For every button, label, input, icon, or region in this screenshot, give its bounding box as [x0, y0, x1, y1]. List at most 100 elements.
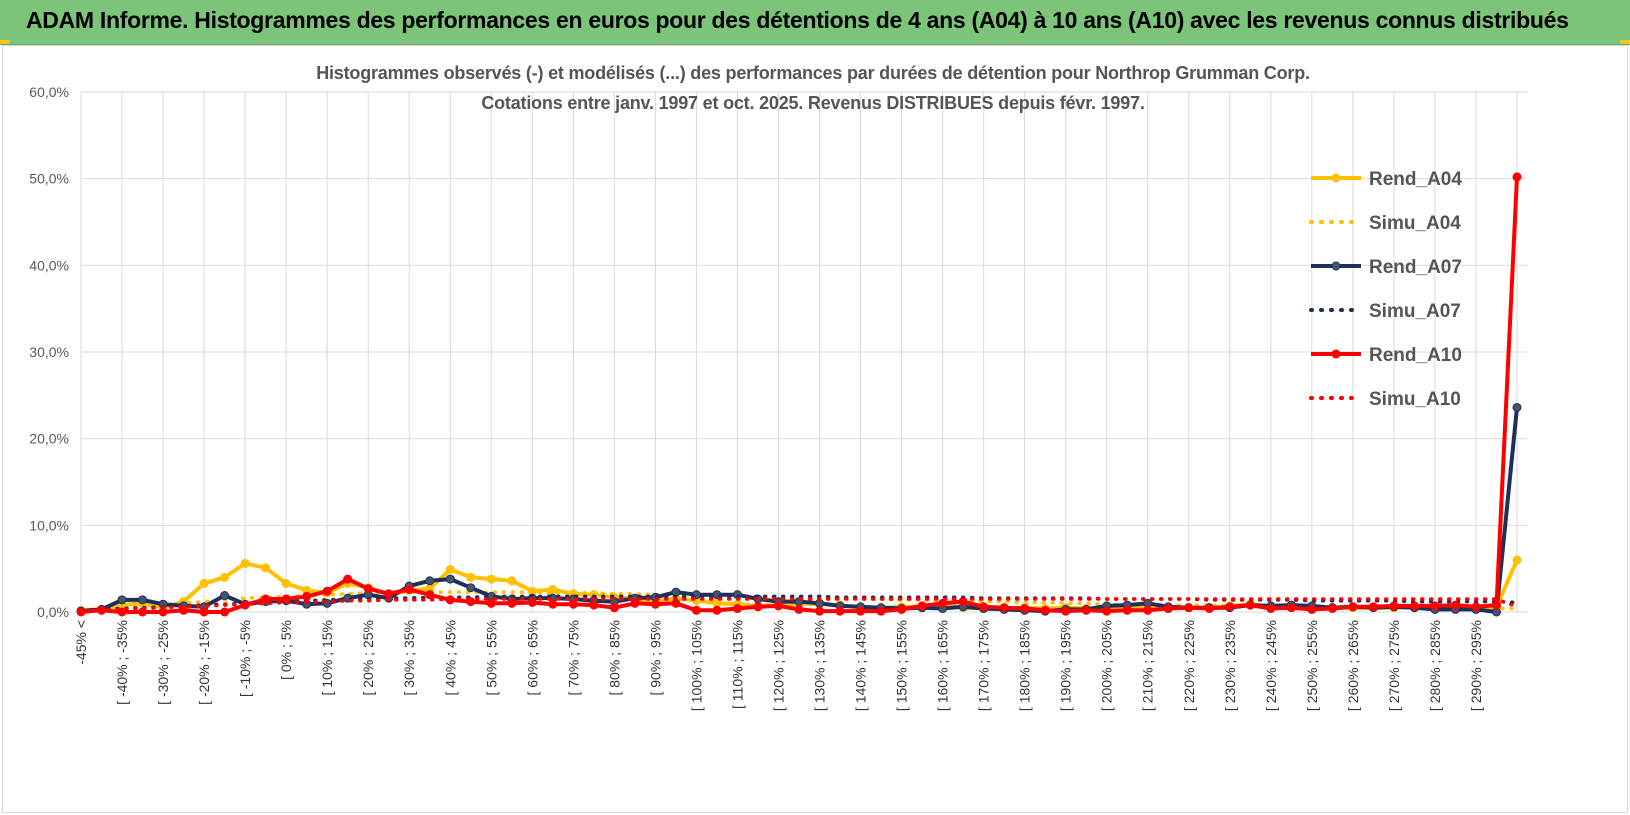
legend-label-simu-a07: Simu_A07: [1369, 301, 1461, 322]
data-point-rend-a10: [1389, 601, 1399, 611]
x-tick-label: [ 70% ; 75%: [565, 620, 581, 696]
x-tick-label: [ 200% ; 205%: [1099, 620, 1115, 711]
x-tick-label: [ 30% ; 35%: [401, 620, 417, 696]
data-point-rend-a10: [1327, 604, 1337, 614]
data-point-rend-a04: [486, 574, 496, 584]
x-tick-label: [ 80% ; 85%: [606, 620, 622, 696]
data-point-rend-a04: [261, 563, 271, 573]
data-point-rend-a10: [1163, 604, 1173, 614]
data-point-rend-a10: [404, 584, 414, 594]
data-point-rend-a10: [486, 598, 496, 608]
data-point-rend-a10: [343, 574, 353, 584]
data-point-rend-a10: [363, 584, 373, 594]
data-point-rend-a10: [732, 604, 742, 614]
data-point-rend-a10: [1348, 602, 1358, 612]
y-tick-label: 10,0%: [29, 517, 69, 533]
chart-svg: 0,0% 10,0% 20,0% 30,0% 40,0% 50,0% 60,0% -45% <…: [29, 84, 1527, 711]
x-tick-label: [ 170% ; 175%: [976, 620, 992, 711]
data-point-rend-a10: [1286, 603, 1296, 613]
data-point-rend-a10: [999, 603, 1009, 613]
data-point-rend-a10: [753, 602, 763, 612]
data-point-rend-a10: [568, 599, 578, 609]
legend-label-simu-a04: Simu_A04: [1369, 213, 1461, 234]
data-point-rend-a07: [445, 574, 455, 584]
data-point-rend-a04: [1512, 555, 1522, 565]
x-tick-label: [ 120% ; 125%: [770, 620, 786, 711]
y-tick-label: 0,0%: [37, 604, 69, 620]
data-point-rend-a10: [1081, 605, 1091, 615]
data-point-rend-a10: [425, 590, 435, 600]
x-tick-label: [ 50% ; 55%: [483, 620, 499, 696]
x-tick-label: [ 180% ; 185%: [1017, 620, 1033, 711]
data-point-rend-a04: [466, 572, 476, 582]
x-tick-label: [ -40% ; -35%: [114, 620, 130, 705]
data-point-rend-a10: [261, 594, 271, 604]
data-point-rend-a10: [589, 600, 599, 610]
data-point-rend-a10: [917, 601, 927, 611]
data-point-rend-a10: [630, 598, 640, 608]
data-point-rend-a10: [1450, 600, 1460, 610]
data-point-rend-a10: [1368, 602, 1378, 612]
header-banner: ADAM Informe. Histogrammes des performan…: [0, 0, 1630, 45]
data-point-rend-a07: [1512, 402, 1522, 412]
data-point-rend-a07: [138, 595, 148, 605]
x-tick-label: [ -10% ; -5%: [237, 620, 253, 697]
chart-subtitle: Cotations entre janv. 1997 et oct. 2025.…: [481, 93, 1145, 113]
x-tick-label: [ 110% ; 115%: [729, 620, 745, 709]
data-point-rend-a10: [1430, 601, 1440, 611]
x-tick-label: [ 220% ; 225%: [1181, 620, 1197, 711]
data-point-rend-a10: [691, 605, 701, 615]
data-point-rend-a04: [548, 584, 558, 594]
legend-label-simu-a10: Simu_A10: [1369, 389, 1461, 410]
data-point-rend-a10: [1471, 602, 1481, 612]
data-point-rend-a10: [1184, 603, 1194, 613]
x-tick-label: [ 20% ; 25%: [360, 620, 376, 696]
y-tick-label: 60,0%: [29, 84, 69, 100]
data-point-rend-a10: [117, 607, 127, 617]
data-point-rend-a04: [281, 578, 291, 588]
data-point-rend-a10: [876, 606, 886, 616]
x-tick-label: [ 140% ; 145%: [853, 620, 869, 711]
legend-marker-rend-a07: [1331, 261, 1341, 271]
legend-label-rend-a07: Rend_A07: [1369, 257, 1462, 278]
data-point-rend-a10: [1491, 600, 1501, 610]
x-tick-label: [ 240% ; 245%: [1263, 620, 1279, 711]
x-tick-label: [ 270% ; 275%: [1386, 620, 1402, 711]
series-line-rend-a10: [80, 176, 1519, 614]
data-point-rend-a10: [609, 603, 619, 613]
x-tick-label: [ 0% ; 5%: [278, 620, 294, 680]
x-tick-label: [ 260% ; 265%: [1345, 620, 1361, 711]
data-point-rend-a04: [445, 565, 455, 575]
x-tick-label: [ 10% ; 15%: [319, 620, 335, 696]
x-tick-label: [ 90% ; 95%: [647, 620, 663, 696]
legend-label-rend-a10: Rend_A10: [1369, 345, 1462, 366]
data-point-rend-a10: [938, 598, 948, 608]
data-point-rend-a10: [835, 606, 845, 616]
data-point-rend-a10: [1040, 605, 1050, 615]
x-tick-label: [ 100% ; 105%: [688, 620, 704, 711]
legend-marker-rend-a10: [1331, 349, 1341, 359]
data-point-rend-a10: [1020, 604, 1030, 614]
data-point-rend-a07: [220, 591, 230, 601]
data-point-rend-a10: [507, 598, 517, 608]
x-tick-label: [ 130% ; 135%: [812, 620, 828, 711]
y-tick-label: 40,0%: [29, 257, 69, 273]
data-point-rend-a07: [117, 595, 127, 605]
data-point-rend-a10: [1225, 602, 1235, 612]
x-tick-label: [ 150% ; 155%: [894, 620, 910, 711]
x-tick-label: [ 40% ; 45%: [442, 620, 458, 696]
data-point-rend-a04: [199, 578, 209, 588]
data-point-rend-a10: [322, 586, 332, 596]
corner-mark-left: [0, 40, 10, 44]
data-point-rend-a10: [384, 589, 394, 599]
data-point-rend-a10: [1102, 606, 1112, 616]
x-tick-label: [ 230% ; 235%: [1222, 620, 1238, 711]
data-point-rend-a10: [650, 599, 660, 609]
y-tick-label: 50,0%: [29, 171, 69, 187]
x-tick-label: [ 190% ; 195%: [1058, 620, 1074, 711]
data-point-rend-a07: [466, 583, 476, 593]
data-point-rend-a04: [220, 572, 230, 582]
data-point-rend-a10: [548, 599, 558, 609]
data-point-rend-a10: [1122, 605, 1132, 615]
data-point-rend-a10: [815, 606, 825, 616]
